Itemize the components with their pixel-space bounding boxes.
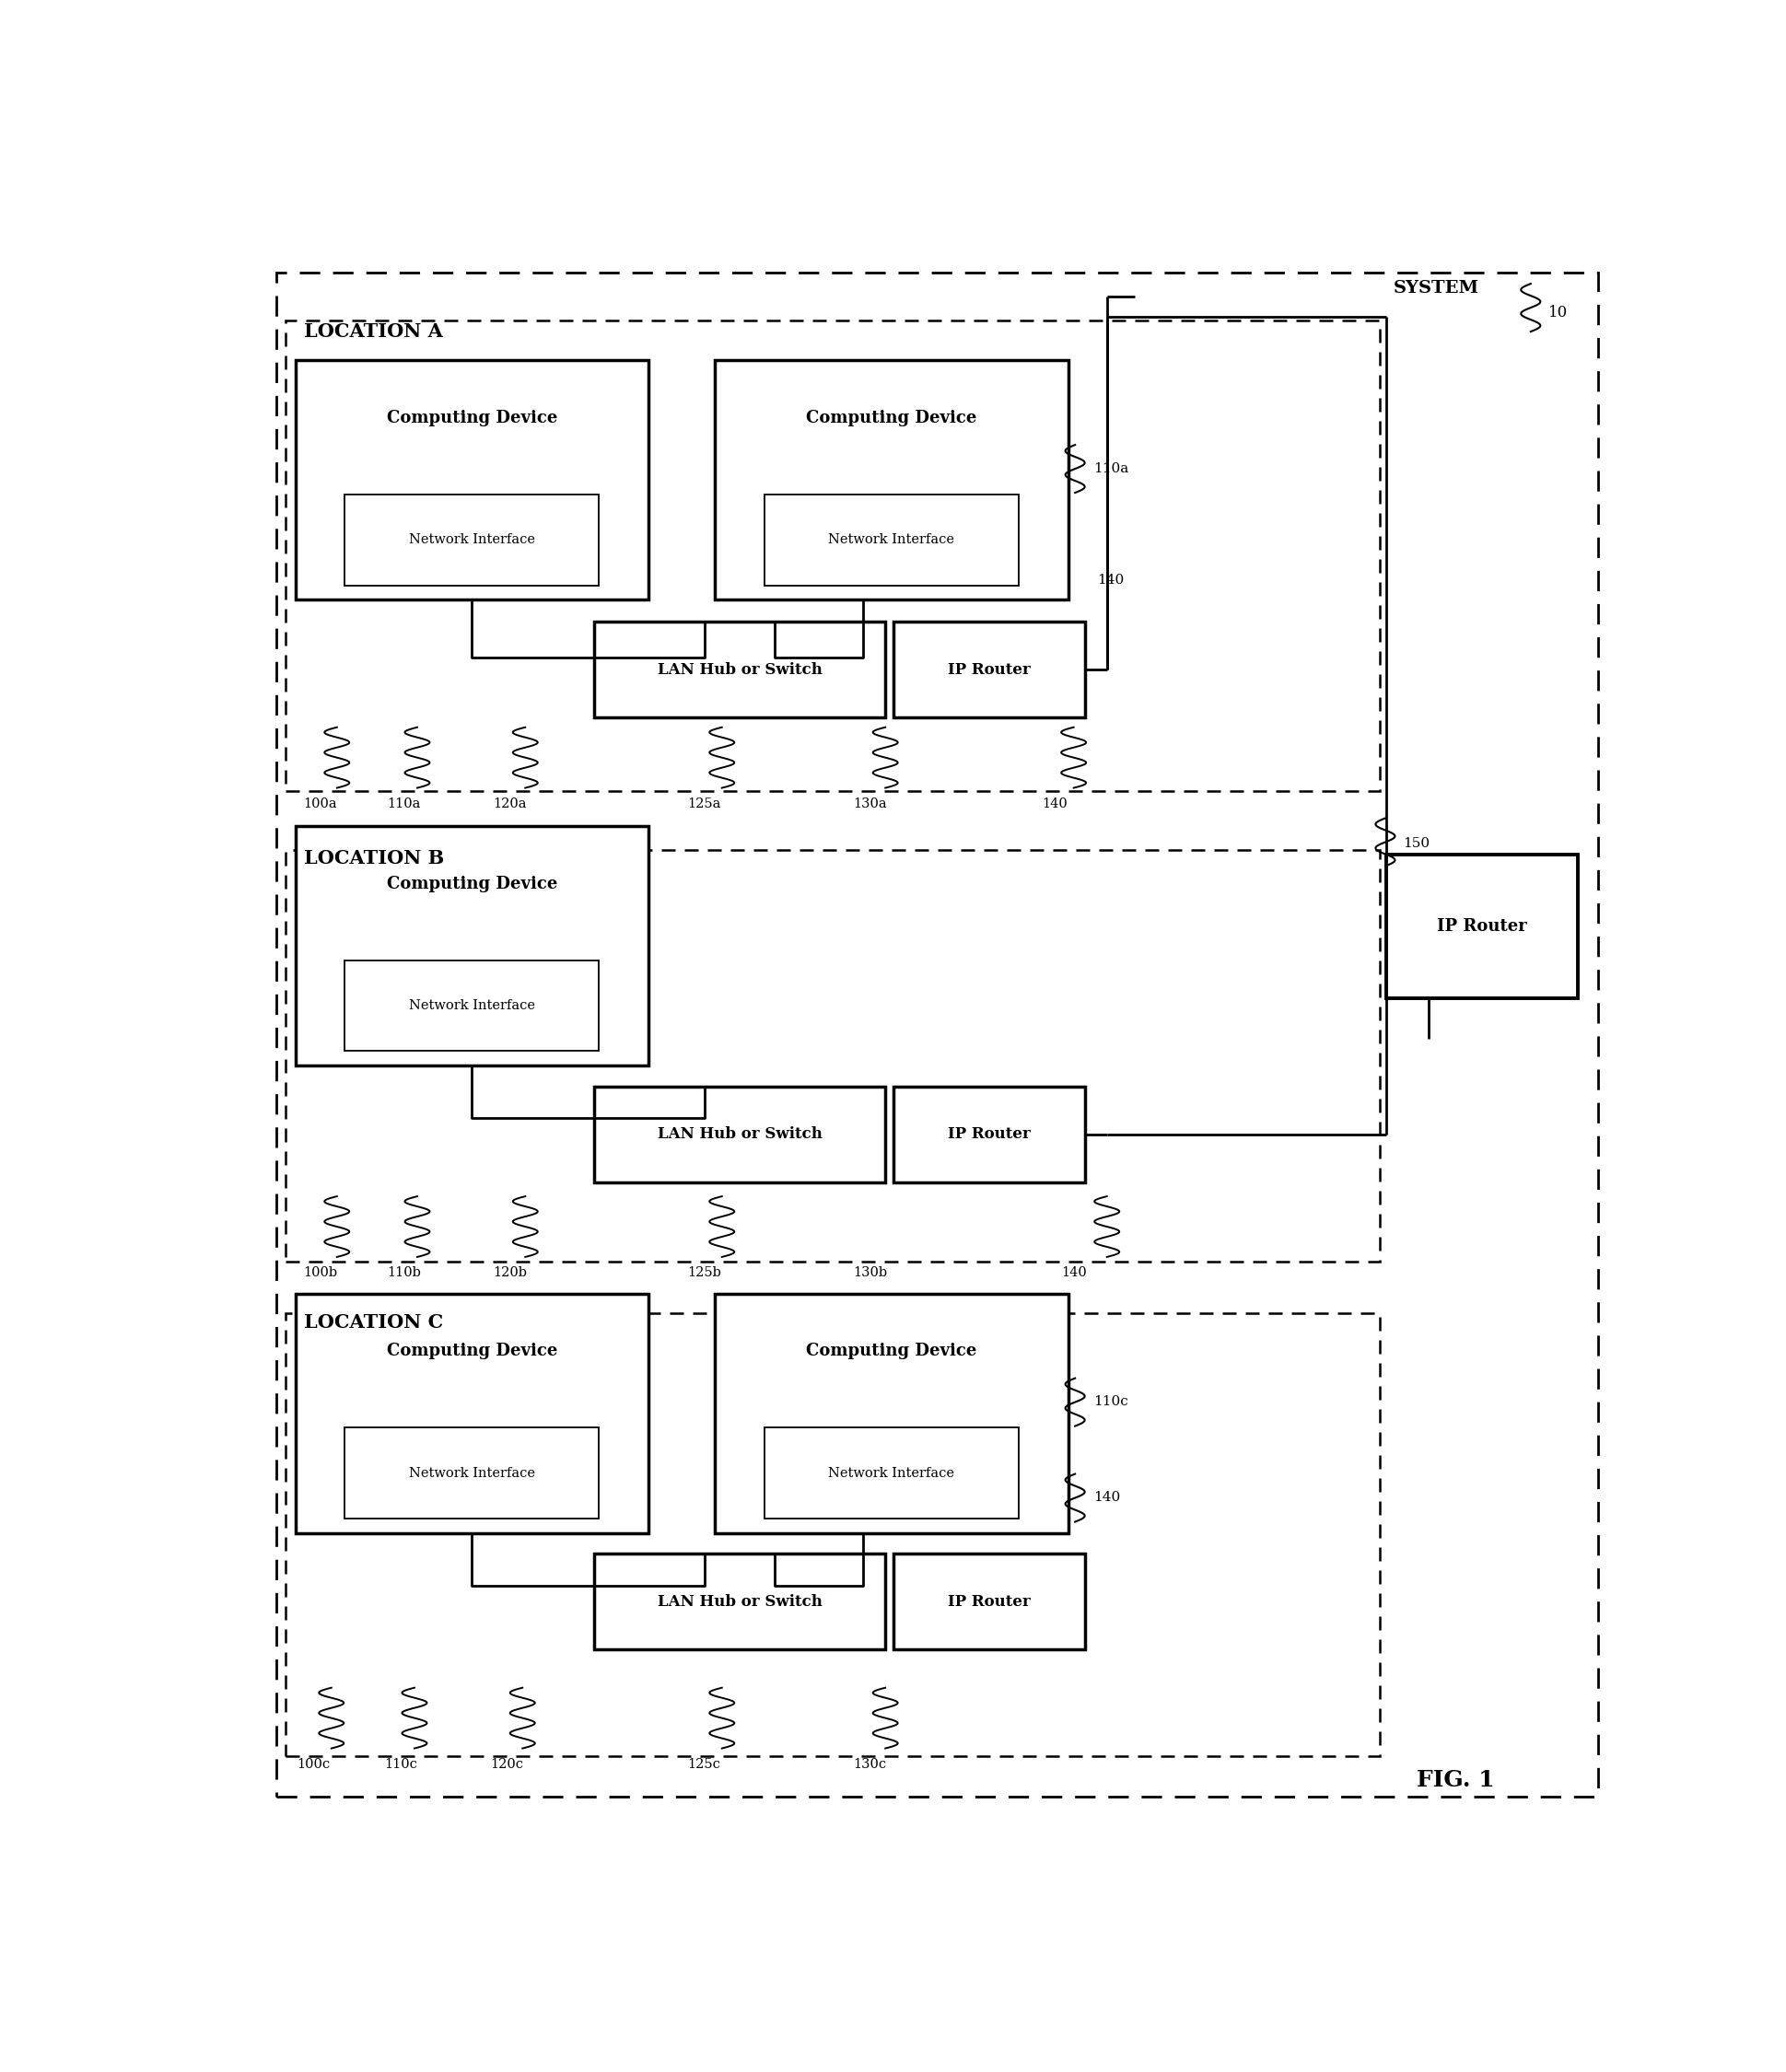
Bar: [595, 1086, 884, 1181]
Text: 100a: 100a: [304, 798, 338, 810]
Bar: [1386, 856, 1577, 999]
Text: 130c: 130c: [854, 1757, 886, 1772]
Text: Computing Device: Computing Device: [805, 410, 977, 427]
Bar: [295, 1293, 648, 1533]
Bar: [764, 495, 1018, 584]
Bar: [893, 622, 1084, 717]
Text: 125a: 125a: [688, 798, 720, 810]
Text: IP Router: IP Router: [947, 1593, 1031, 1610]
Text: Computing Device: Computing Device: [386, 1343, 557, 1359]
Bar: [286, 1314, 1379, 1757]
Text: FIG. 1: FIG. 1: [1416, 1769, 1495, 1792]
Text: Network Interface: Network Interface: [409, 533, 534, 547]
Text: Network Interface: Network Interface: [829, 1467, 954, 1479]
Text: 150: 150: [1402, 837, 1429, 850]
Bar: [893, 1554, 1084, 1649]
Text: SYSTEM: SYSTEM: [1393, 280, 1479, 296]
Text: 110c: 110c: [1093, 1394, 1127, 1409]
Bar: [595, 622, 884, 717]
Text: Network Interface: Network Interface: [409, 999, 534, 1011]
Text: 125c: 125c: [688, 1757, 720, 1772]
Text: 125b: 125b: [688, 1266, 722, 1278]
Text: 10: 10: [1548, 305, 1568, 321]
Text: 110b: 110b: [386, 1266, 420, 1278]
Bar: [295, 827, 648, 1065]
Text: IP Router: IP Router: [947, 663, 1031, 678]
Bar: [595, 1554, 884, 1649]
Text: IP Router: IP Router: [947, 1127, 1031, 1142]
Text: 120a: 120a: [493, 798, 527, 810]
Bar: [345, 495, 598, 584]
Text: 110c: 110c: [384, 1757, 416, 1772]
Bar: [714, 1293, 1068, 1533]
Bar: [764, 1428, 1018, 1519]
Bar: [295, 361, 648, 599]
Text: 120b: 120b: [493, 1266, 527, 1278]
Bar: [345, 1428, 598, 1519]
Bar: [286, 850, 1379, 1262]
Text: 140: 140: [1097, 574, 1123, 586]
Text: Network Interface: Network Interface: [409, 1467, 534, 1479]
Text: Network Interface: Network Interface: [829, 533, 954, 547]
Text: LAN Hub or Switch: LAN Hub or Switch: [657, 1127, 822, 1142]
Text: Computing Device: Computing Device: [386, 874, 557, 891]
Bar: [714, 361, 1068, 599]
Text: Computing Device: Computing Device: [805, 1343, 977, 1359]
Bar: [286, 321, 1379, 792]
Text: 100b: 100b: [304, 1266, 338, 1278]
Text: 130b: 130b: [854, 1266, 888, 1278]
Text: LAN Hub or Switch: LAN Hub or Switch: [657, 1593, 822, 1610]
Text: 140: 140: [1093, 1492, 1120, 1504]
Text: 110a: 110a: [386, 798, 420, 810]
Text: IP Router: IP Router: [1436, 918, 1527, 934]
Text: 120c: 120c: [491, 1757, 523, 1772]
Text: LOCATION A: LOCATION A: [304, 323, 443, 340]
Text: 100c: 100c: [296, 1757, 330, 1772]
Text: 110a: 110a: [1093, 462, 1127, 474]
Text: LOCATION C: LOCATION C: [304, 1314, 443, 1332]
Bar: [345, 959, 598, 1051]
Text: 140: 140: [1041, 798, 1066, 810]
Text: Computing Device: Computing Device: [386, 410, 557, 427]
Bar: [893, 1086, 1084, 1181]
Text: LOCATION B: LOCATION B: [304, 850, 443, 868]
Text: 140: 140: [1061, 1266, 1086, 1278]
Text: 130a: 130a: [854, 798, 888, 810]
Text: LAN Hub or Switch: LAN Hub or Switch: [657, 663, 822, 678]
